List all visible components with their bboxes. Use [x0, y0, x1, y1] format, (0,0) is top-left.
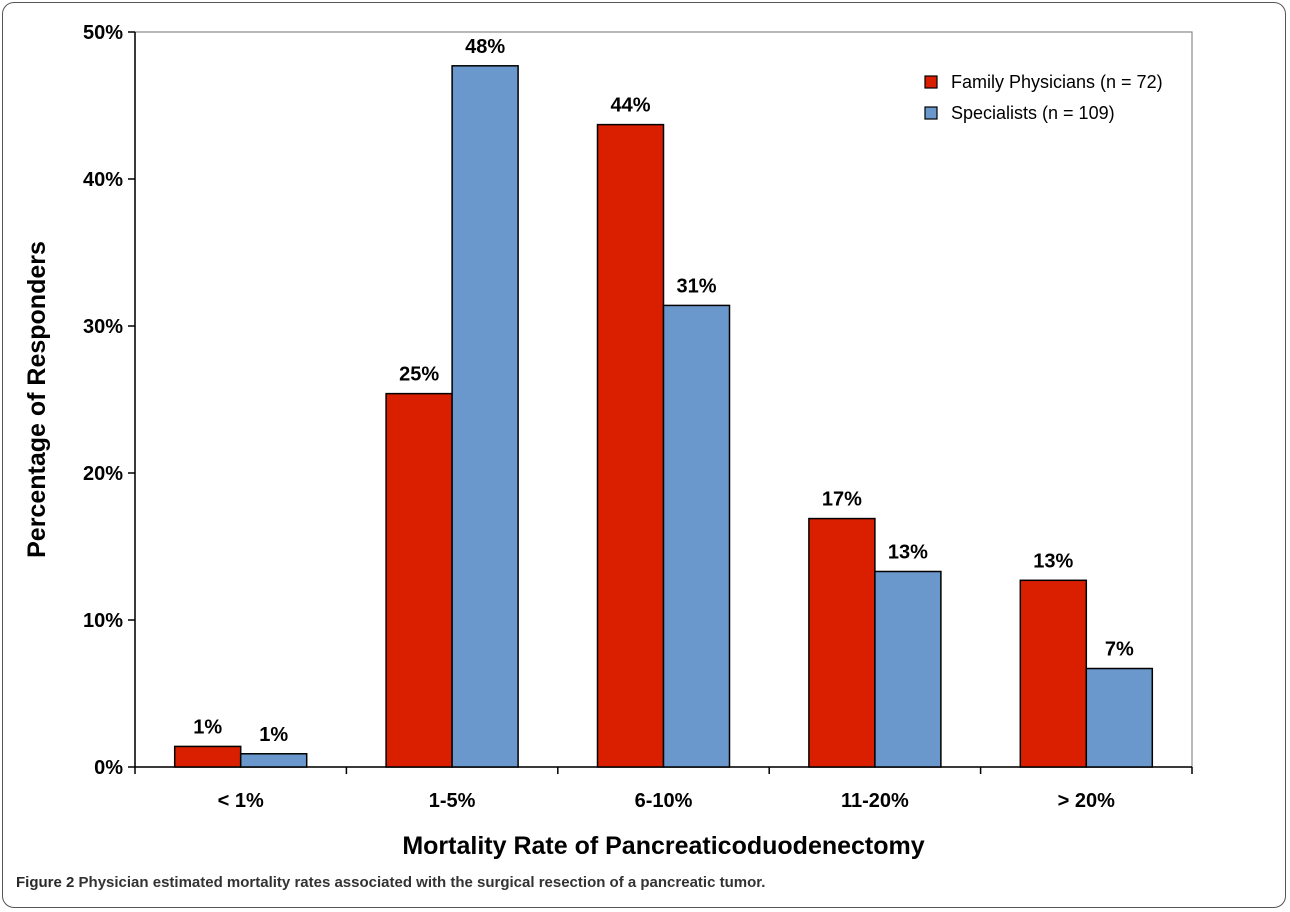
data-label: 17%	[822, 489, 862, 511]
bar	[596, 123, 665, 768]
y-tick-label: 40%	[83, 169, 123, 191]
chart-legend: Family Physicians (n = 72) Specialists (n…	[924, 72, 1163, 123]
caption-text: Physician estimated mortality rates asso…	[78, 874, 766, 891]
y-tick-label: 30%	[83, 316, 123, 338]
data-label: 13%	[888, 541, 928, 563]
bar	[1085, 667, 1154, 768]
data-label: 7%	[1105, 639, 1134, 661]
bar	[385, 392, 453, 768]
data-label: 13%	[1033, 550, 1073, 572]
legend-swatch	[924, 106, 938, 120]
x-tick-label: < 1%	[218, 790, 264, 812]
chart-labels: 1% 25% 44% 17% 13% 1% 48% 31% 13% 7%	[193, 36, 1134, 746]
legend-label: Specialists (n = 109)	[951, 103, 1115, 123]
bar	[451, 65, 519, 768]
x-tick-label: 1-5%	[429, 790, 476, 812]
bar	[173, 745, 242, 768]
legend-swatch	[924, 75, 938, 89]
x-tick-label: 6-10%	[635, 790, 693, 812]
y-tick-label: 0%	[94, 757, 123, 779]
bar	[662, 304, 731, 768]
data-label: 25%	[399, 364, 439, 386]
caption-label: Figure 2	[16, 874, 75, 891]
y-tick-label: 20%	[83, 463, 123, 485]
y-axis-title: Percentage of Responders	[23, 241, 51, 558]
y-tick-label: 10%	[83, 610, 123, 632]
data-label: 31%	[676, 275, 716, 297]
x-tick-label: > 20%	[1058, 790, 1115, 812]
legend-label: Family Physicians (n = 72)	[951, 72, 1163, 92]
bar	[874, 570, 942, 768]
bar	[1019, 579, 1088, 768]
data-label: 1%	[193, 716, 222, 738]
chart-bars	[173, 65, 1154, 768]
bar	[808, 517, 876, 768]
x-axis-title: Mortality Rate of Pancreaticoduodenectom…	[402, 832, 924, 860]
data-label: 48%	[465, 36, 505, 58]
data-label: 44%	[610, 95, 650, 117]
figure-caption: Figure 2 Physician estimated mortality r…	[16, 874, 765, 891]
chart-axes: 0% 10% 20% 30% 40% 50% < 1% 1-5% 6-10% 11-20% > 20…	[23, 22, 1193, 860]
bar	[239, 753, 308, 768]
x-tick-label: 11-20%	[841, 790, 909, 812]
y-tick-label: 50%	[83, 22, 123, 44]
data-label: 1%	[259, 724, 288, 746]
